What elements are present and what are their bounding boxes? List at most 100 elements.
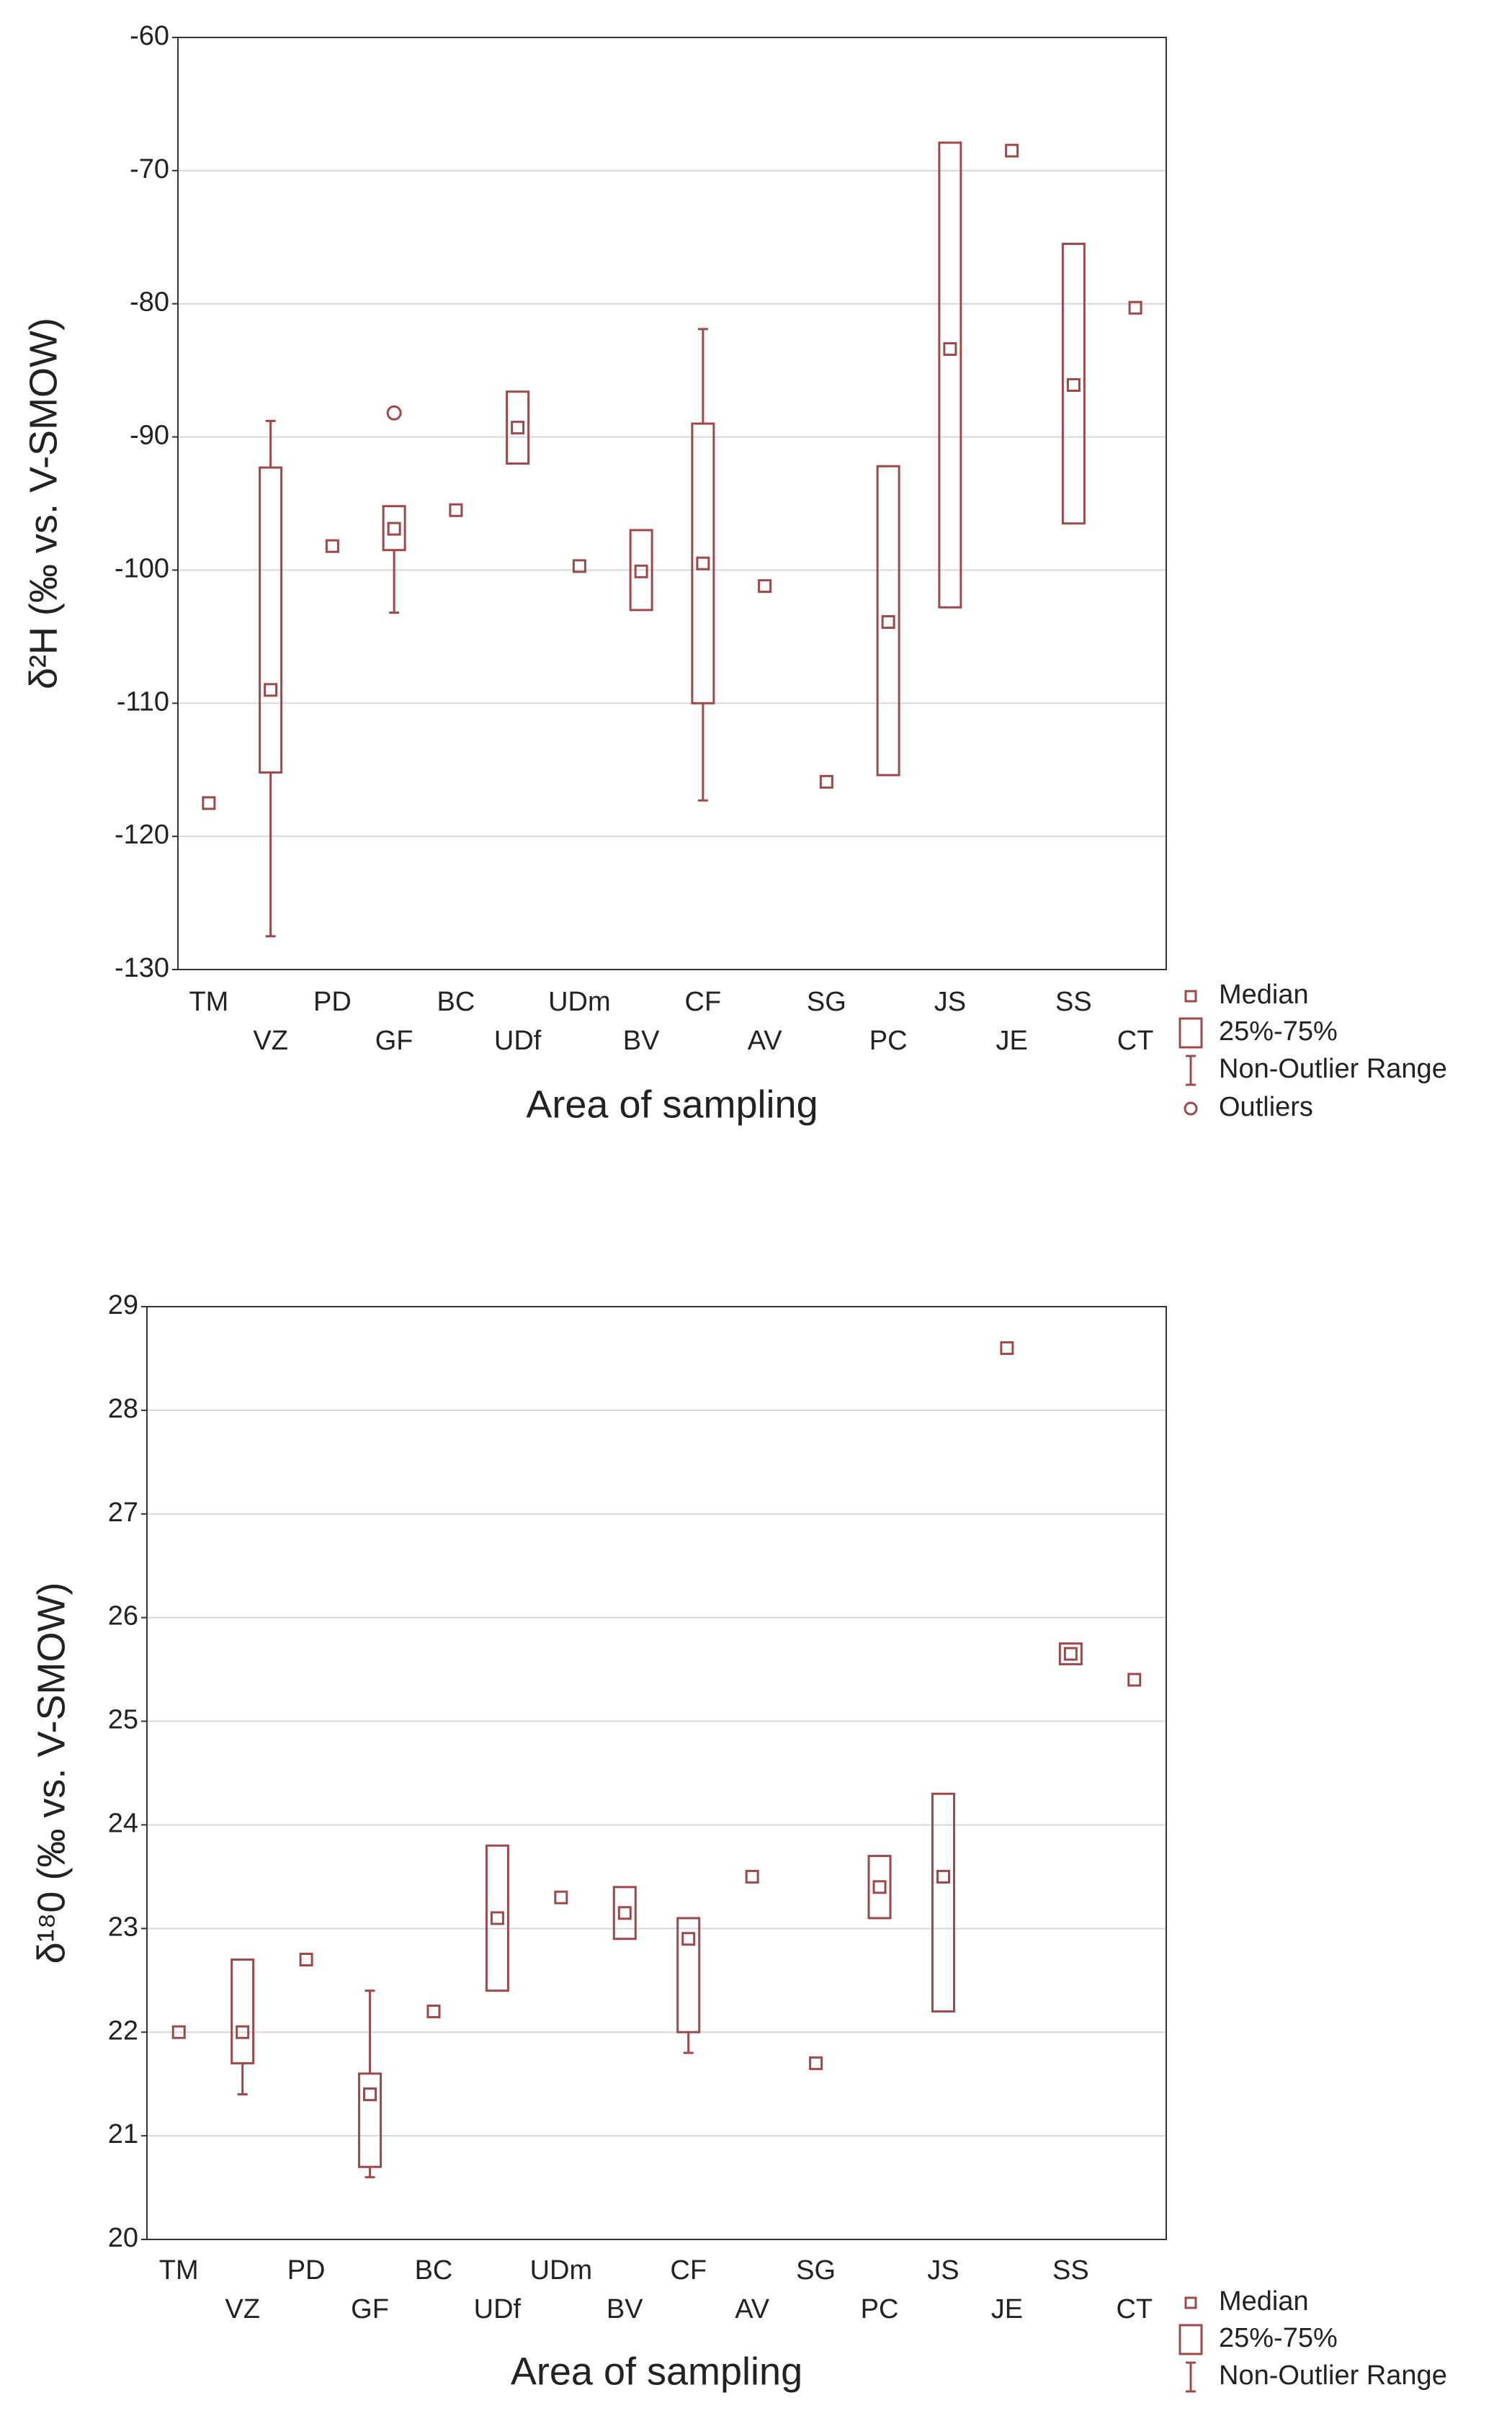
- median: [1000, 1341, 1014, 1356]
- legend-label: Outliers: [1219, 1092, 1313, 1122]
- legend-median: [1184, 2296, 1197, 2309]
- x-tick-label: TM: [189, 987, 228, 1017]
- x-tick-label: SS: [1052, 2255, 1089, 2286]
- median: [554, 1890, 568, 1904]
- x-tick-label: AV: [748, 1026, 783, 1056]
- median: [819, 774, 833, 789]
- x-tick-label: BC: [415, 2255, 453, 2286]
- y-tick-label: 23: [108, 1912, 138, 1942]
- box: [1058, 1642, 1083, 1665]
- box: [612, 1886, 637, 1941]
- box: [876, 465, 900, 776]
- box: [629, 529, 653, 612]
- x-tick-label: PD: [313, 987, 352, 1017]
- y-tick-label: -60: [130, 21, 169, 51]
- median: [745, 1869, 759, 1884]
- x-tick-label: SS: [1055, 987, 1092, 1017]
- legend-label: 25%-75%: [1219, 1016, 1338, 1047]
- x-tick-label: UDf: [494, 1026, 542, 1056]
- y-tick-label: 22: [108, 2015, 138, 2046]
- y-tick-label: 26: [108, 1601, 138, 1631]
- median: [681, 1932, 696, 1946]
- median: [1127, 1673, 1142, 1687]
- legend-box: [1178, 1017, 1203, 1049]
- x-tick-label: GF: [375, 1026, 413, 1056]
- y-tick-label: 24: [108, 1808, 138, 1838]
- box: [259, 466, 283, 774]
- legend-label: 25%-75%: [1219, 2323, 1338, 2353]
- x-tick-label: BV: [607, 2294, 643, 2324]
- plot-frame: [146, 1306, 1167, 2240]
- x-tick-label: JS: [934, 987, 966, 1017]
- x-tick-label: BC: [437, 987, 475, 1017]
- y-tick-label: 28: [108, 1394, 138, 1424]
- x-tick-label: JS: [927, 2255, 959, 2286]
- y-tick-label: -120: [115, 820, 169, 850]
- median: [572, 559, 586, 573]
- y-tick-label: 20: [108, 2223, 138, 2253]
- x-tick-label: AV: [735, 2294, 770, 2324]
- x-tick-label: CF: [685, 987, 722, 1017]
- y-tick-label: 27: [108, 1498, 138, 1528]
- x-tick-label: GF: [351, 2294, 389, 2324]
- x-tick-label: JE: [996, 1026, 1027, 1056]
- box: [867, 1855, 892, 1920]
- x-tick-label: BV: [623, 1026, 660, 1056]
- x-tick-label: SG: [807, 987, 846, 1017]
- legend-label: Non-Outlier Range: [1219, 1054, 1447, 1084]
- box: [358, 2072, 383, 2168]
- box: [231, 1959, 255, 2064]
- box: [676, 1917, 701, 2033]
- box: [485, 1844, 509, 1992]
- x-tick-label: PC: [861, 2294, 899, 2324]
- x-tick-label: UDf: [474, 2294, 522, 2324]
- median: [299, 1953, 313, 1966]
- y-tick-label: -100: [115, 553, 169, 583]
- legend-outlier: [1184, 1101, 1198, 1116]
- box: [382, 505, 406, 552]
- y-tick-label: -90: [130, 421, 169, 451]
- x-tick-label: CF: [670, 2255, 707, 2286]
- median: [617, 1906, 632, 1920]
- x-tick-label: CT: [1117, 1026, 1154, 1056]
- x-tick-label: TM: [159, 2255, 199, 2286]
- median: [363, 2087, 377, 2102]
- y-axis-label: δ¹⁸0 (‰ vs. V-SMOW): [30, 1583, 73, 1964]
- x-axis-label: Area of sampling: [511, 2350, 802, 2393]
- box: [931, 1792, 955, 2013]
- y-tick-label: -110: [117, 686, 169, 717]
- median: [387, 522, 401, 536]
- box: [506, 390, 530, 465]
- median: [264, 683, 278, 697]
- median: [1005, 143, 1019, 158]
- y-axis-label: δ²H (‰ vs. V-SMOW): [22, 318, 65, 689]
- y-tick-label: -80: [130, 287, 169, 318]
- median: [236, 2025, 250, 2039]
- x-tick-label: UDm: [530, 2255, 593, 2286]
- x-tick-label: JE: [991, 2294, 1023, 2324]
- x-tick-label: PD: [287, 2255, 326, 2286]
- median: [202, 796, 216, 810]
- outlier: [386, 405, 402, 421]
- legend-box: [1178, 2324, 1203, 2355]
- median: [881, 615, 895, 630]
- box: [1061, 243, 1086, 525]
- plot-frame: [177, 37, 1167, 970]
- y-tick-label: -70: [130, 154, 169, 184]
- x-tick-label: UDm: [548, 987, 611, 1017]
- median: [634, 564, 648, 578]
- median: [943, 342, 957, 357]
- legend-median: [1184, 990, 1197, 1003]
- median: [171, 2025, 186, 2039]
- median: [490, 1911, 504, 1925]
- x-tick-label: VZ: [253, 1026, 288, 1056]
- legend-label: Median: [1219, 980, 1309, 1010]
- legend-label: Non-Outlier Range: [1219, 2360, 1447, 2391]
- legend-label: Median: [1219, 2286, 1309, 2317]
- y-tick-label: 21: [108, 2119, 138, 2149]
- median: [511, 421, 525, 435]
- median: [426, 2004, 441, 2018]
- median: [696, 556, 710, 570]
- y-tick-label: -130: [115, 953, 169, 983]
